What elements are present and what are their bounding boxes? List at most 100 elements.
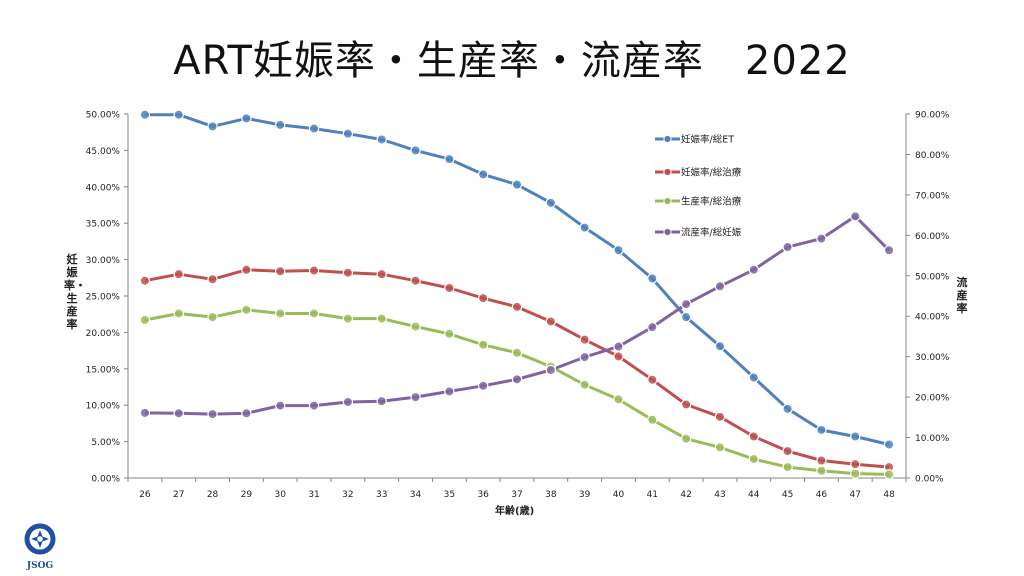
- x-tick-label: 35: [444, 490, 455, 500]
- data-point-0: [816, 424, 827, 436]
- left-tick-label: 5.00%: [91, 438, 120, 448]
- data-point-1: [680, 399, 692, 410]
- chart-axes: [127, 114, 907, 479]
- data-point-1: [139, 275, 151, 286]
- data-point-1: [613, 351, 624, 362]
- x-tick-label: 27: [173, 490, 184, 500]
- page-title: ART妊娠率・生産率・流産率 2022: [173, 38, 851, 84]
- data-point-2: [579, 379, 590, 391]
- data-point-2: [444, 328, 455, 340]
- data-point-3: [376, 395, 387, 407]
- data-point-2: [275, 308, 286, 319]
- data-point-2: [207, 311, 218, 323]
- legend-marker-3: [663, 227, 672, 237]
- data-point-3: [342, 396, 354, 408]
- data-point-3: [308, 400, 320, 411]
- jsog-emblem-icon: [24, 523, 56, 555]
- data-point-1: [748, 431, 759, 442]
- data-point-2: [850, 468, 861, 479]
- data-point-1: [782, 445, 793, 457]
- data-point-1: [816, 455, 827, 466]
- data-point-3: [613, 341, 624, 352]
- data-point-0: [511, 179, 523, 190]
- data-point-2: [714, 442, 726, 453]
- right-tick-label: 90.00%: [915, 111, 950, 121]
- right-tick-label: 60.00%: [915, 232, 950, 242]
- legend-marker-1: [663, 167, 672, 177]
- data-point-0: [308, 123, 320, 134]
- data-point-3: [275, 400, 286, 411]
- x-tick-label: 37: [511, 490, 522, 500]
- right-axis-ticks: 0.00% 10.00% 20.00% 30.00% 40.00% 50.00% 60.00…: [906, 111, 950, 485]
- jsog-logo: JSOG: [20, 522, 60, 571]
- data-point-3: [139, 407, 151, 419]
- data-point-3: [545, 364, 557, 376]
- data-point-1: [850, 458, 861, 470]
- x-tick-label: 29: [241, 490, 253, 500]
- right-tick-label: 50.00%: [915, 272, 950, 282]
- left-tick-label: 30.00%: [86, 256, 121, 266]
- series-line-1: [144, 268, 890, 469]
- data-point-0: [647, 273, 658, 284]
- left-tick-label: 20.00%: [86, 329, 121, 339]
- left-tick-label: 45.00%: [86, 147, 121, 157]
- data-point-3: [748, 264, 759, 275]
- data-point-1: [477, 292, 489, 304]
- data-point-2: [782, 461, 793, 473]
- left-tick-label: 35.00%: [86, 220, 121, 230]
- right-tick-label: 10.00%: [915, 434, 950, 444]
- data-point-0: [241, 113, 252, 124]
- data-point-3: [511, 374, 523, 385]
- x-axis-label: 年齢(歳): [495, 506, 535, 517]
- data-point-1: [444, 282, 455, 294]
- series-points: [139, 109, 895, 480]
- right-tick-label: 40.00%: [915, 313, 950, 323]
- data-point-1: [647, 374, 658, 385]
- data-point-3: [207, 408, 218, 420]
- x-tick-label: 42: [680, 490, 691, 500]
- data-point-2: [410, 321, 421, 332]
- legend-label-0: 妊娠率/総ET: [681, 134, 734, 146]
- data-point-2: [477, 339, 489, 350]
- y-axis-right-label: 流産率: [956, 276, 968, 315]
- data-point-2: [342, 313, 354, 324]
- data-point-1: [173, 268, 184, 280]
- legend-marker-0: [663, 134, 672, 144]
- data-point-3: [444, 386, 455, 397]
- x-tick-label: 45: [782, 490, 793, 500]
- data-point-0: [579, 222, 590, 233]
- legend-label-3: 流産率/総妊娠: [681, 227, 742, 239]
- left-tick-label: 10.00%: [86, 402, 121, 412]
- data-point-1: [275, 266, 286, 277]
- data-point-1: [207, 274, 218, 285]
- data-point-0: [444, 153, 455, 165]
- x-tick-label: 43: [714, 490, 725, 500]
- data-point-0: [545, 197, 557, 209]
- data-point-0: [850, 431, 861, 442]
- data-point-3: [410, 391, 421, 403]
- data-point-2: [241, 304, 252, 316]
- data-point-0: [477, 169, 489, 180]
- series-lines: [144, 113, 891, 476]
- data-point-3: [883, 245, 895, 256]
- left-tick-label: 40.00%: [86, 183, 121, 193]
- data-point-1: [376, 268, 387, 280]
- x-tick-label: 31: [308, 490, 319, 500]
- data-point-0: [173, 109, 184, 120]
- legend-label-2: 生産率/総治療: [681, 196, 742, 208]
- data-point-2: [613, 394, 624, 405]
- data-point-1: [342, 267, 354, 278]
- data-point-2: [308, 308, 320, 319]
- x-tick-label: 36: [477, 490, 489, 500]
- right-tick-label: 20.00%: [915, 394, 950, 404]
- x-tick-label: 47: [850, 490, 861, 500]
- x-tick-label: 30: [274, 490, 286, 500]
- logo-text: JSOG: [26, 561, 54, 571]
- data-point-0: [714, 341, 726, 352]
- y-axis-left-label: 妊娠率・生産率: [64, 253, 86, 331]
- legend-marker-2: [663, 196, 672, 206]
- data-point-2: [748, 453, 759, 465]
- data-point-3: [782, 241, 793, 253]
- x-axis-ticks: 26 27 28 29 30 31 32 33 34 35 36 37 38 39 40 41 42 43 44 45…: [127, 478, 907, 500]
- data-point-0: [342, 128, 354, 139]
